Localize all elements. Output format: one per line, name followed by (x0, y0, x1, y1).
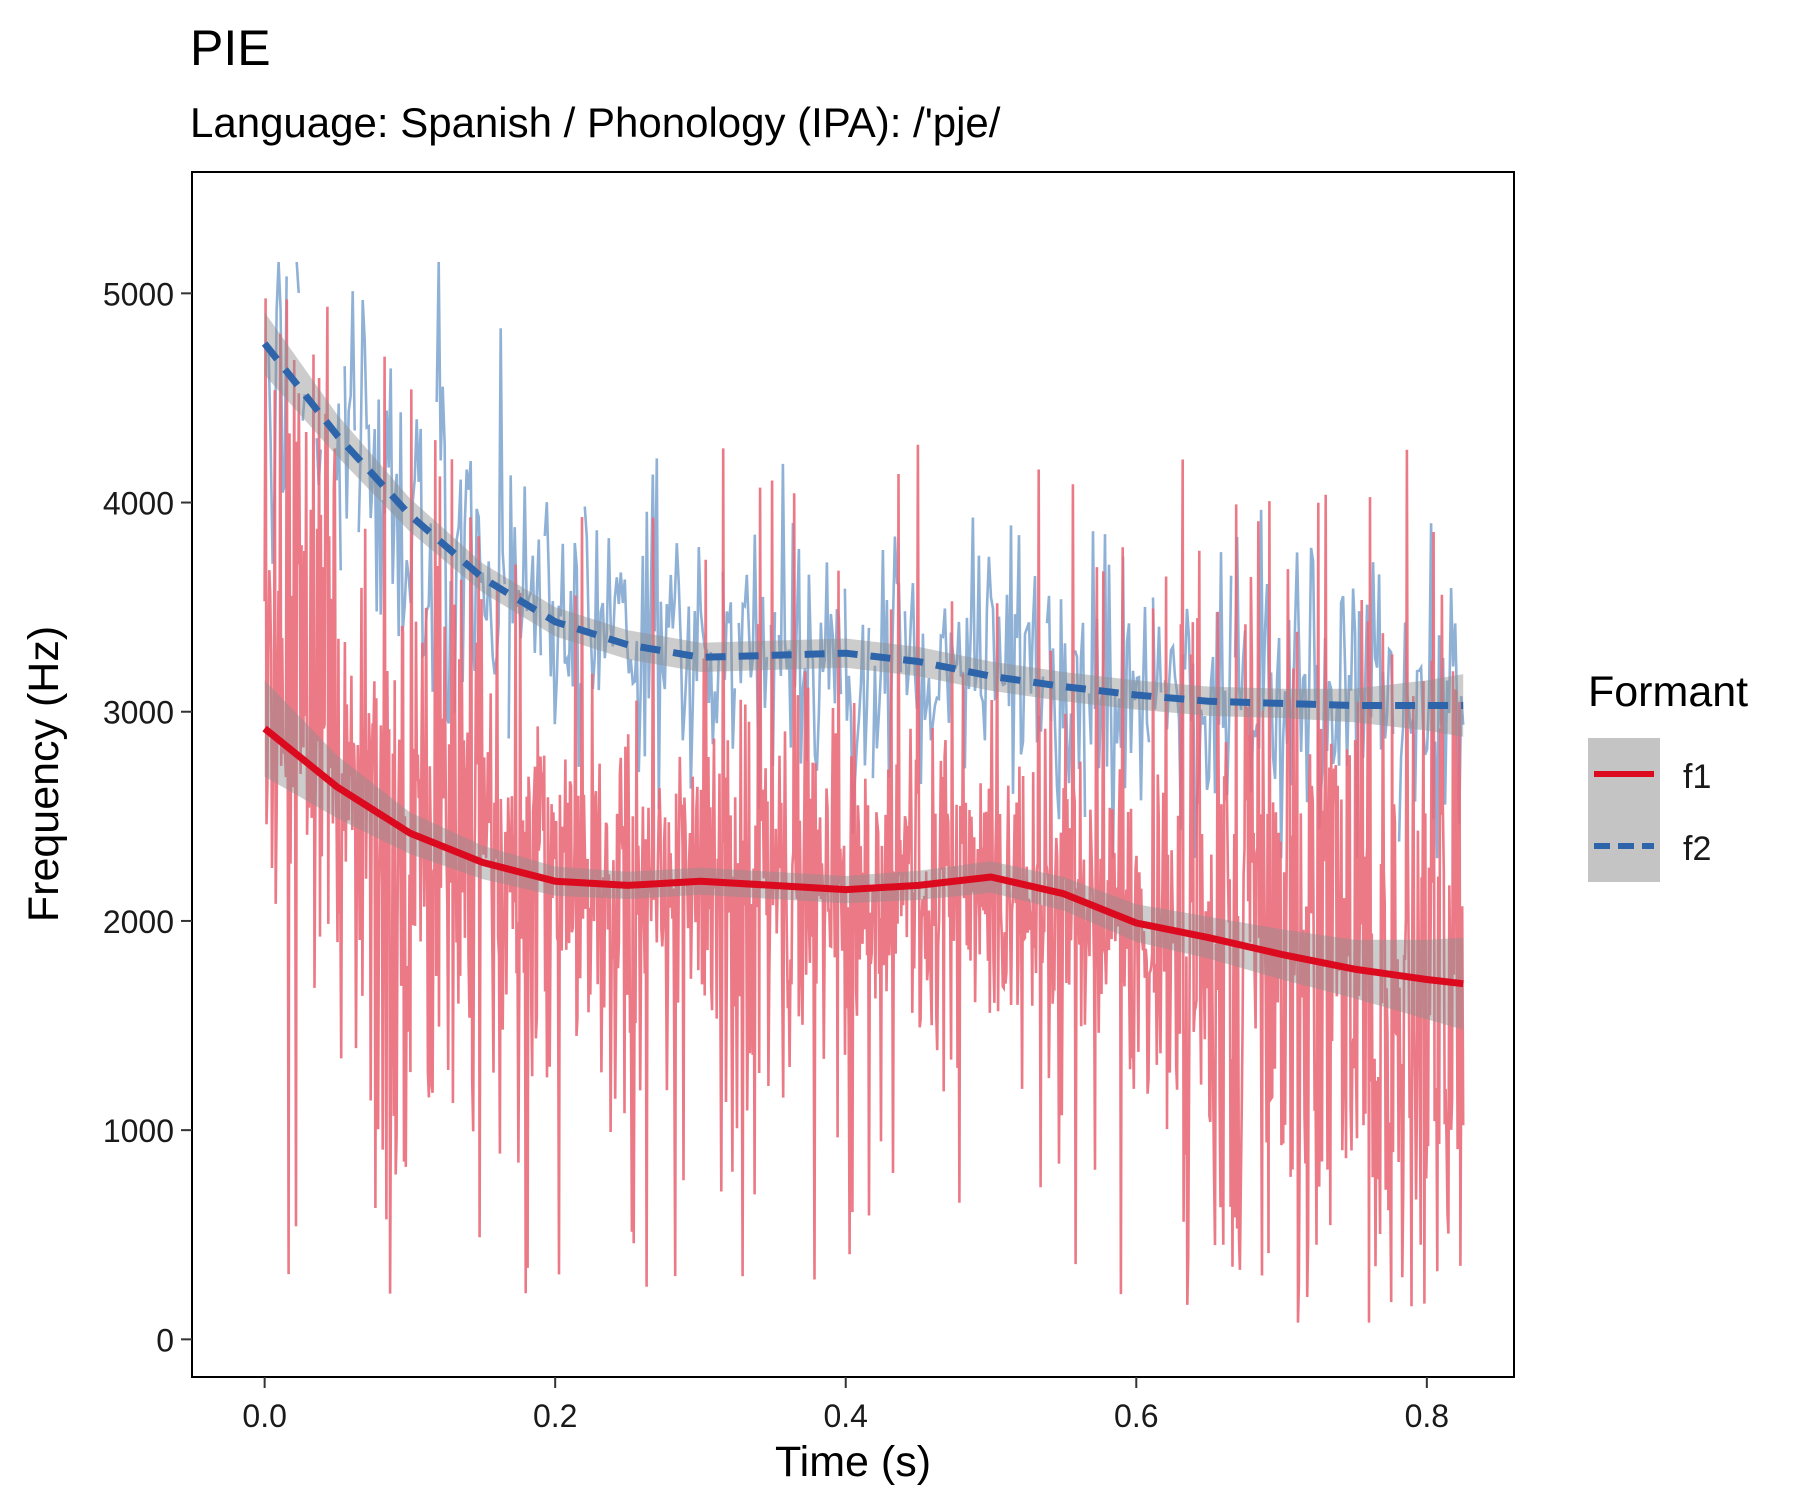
f1-confidence-band (264, 680, 1464, 1030)
x-tick-label: 0.2 (533, 1398, 577, 1434)
x-tick-label: 0.0 (242, 1398, 286, 1434)
legend: Formant f1 f2 (1588, 668, 1748, 882)
x-axis: 0.0 0.2 0.4 0.6 0.8 (242, 1377, 1449, 1434)
y-tick-label: 0 (156, 1322, 174, 1358)
y-tick-label: 4000 (103, 486, 174, 522)
plot-panel (261, 261, 1465, 1323)
y-tick-label: 5000 (103, 276, 174, 312)
legend-label-f1: f1 (1683, 758, 1711, 796)
legend-label-f2: f2 (1683, 830, 1711, 868)
f2-smooth-line (261, 341, 1464, 709)
f1-raw-track (263, 298, 1465, 1323)
y-axis: 0 1000 2000 3000 4000 5000 (103, 276, 192, 1358)
f2-confidence-band (264, 312, 1464, 737)
chart-subtitle: Language: Spanish / Phonology (IPA): /'p… (190, 99, 1001, 146)
plot-border (191, 171, 1515, 1378)
y-axis-label: Frequency (Hz) (20, 626, 68, 922)
f1-smooth-line (262, 725, 1464, 988)
y-tick-label: 1000 (103, 1113, 174, 1149)
chart-title: PIE (190, 20, 271, 76)
x-tick-label: 0.6 (1114, 1398, 1158, 1434)
x-tick-label: 0.4 (823, 1398, 867, 1434)
legend-title: Formant (1588, 668, 1748, 716)
y-tick-label: 3000 (103, 695, 174, 731)
x-axis-label: Time (s) (775, 1438, 931, 1486)
x-tick-label: 0.8 (1405, 1398, 1449, 1434)
y-tick-label: 2000 (103, 904, 174, 940)
